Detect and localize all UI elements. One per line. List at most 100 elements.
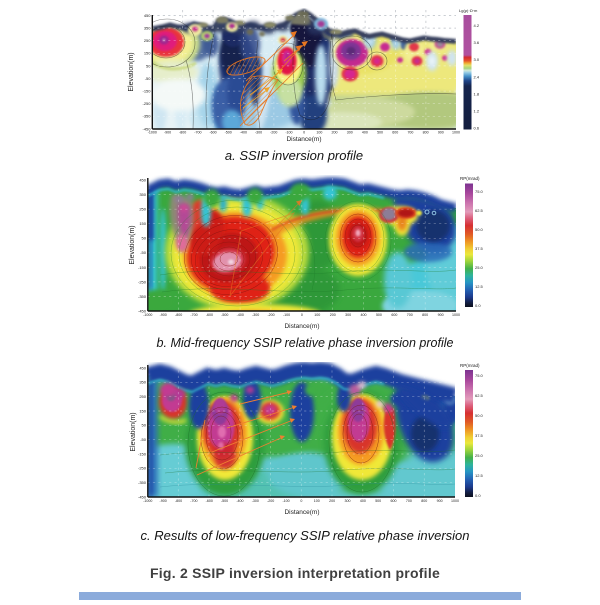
svg-text:Distance(m): Distance(m) <box>284 323 319 330</box>
svg-text:200: 200 <box>332 131 338 135</box>
svg-text:350: 350 <box>144 26 151 31</box>
svg-text:12.5: 12.5 <box>475 473 484 478</box>
svg-text:-350: -350 <box>138 480 147 485</box>
svg-text:800: 800 <box>421 499 427 503</box>
svg-text:600: 600 <box>391 313 397 317</box>
svg-text:50: 50 <box>142 236 147 241</box>
svg-text:-350: -350 <box>138 294 147 299</box>
svg-text:-700: -700 <box>190 499 197 503</box>
svg-text:150: 150 <box>139 408 146 413</box>
svg-text:0.0: 0.0 <box>475 303 481 308</box>
svg-text:-800: -800 <box>179 131 186 135</box>
svg-text:0.0: 0.0 <box>475 493 481 498</box>
svg-text:400: 400 <box>362 131 368 135</box>
svg-text:-100: -100 <box>282 499 289 503</box>
svg-text:600: 600 <box>392 131 398 135</box>
svg-text:-200: -200 <box>270 131 277 135</box>
svg-text:0: 0 <box>301 313 303 317</box>
svg-text:150: 150 <box>139 221 146 226</box>
svg-text:4.2: 4.2 <box>474 23 480 28</box>
svg-text:450: 450 <box>139 177 146 182</box>
svg-text:0.6: 0.6 <box>474 126 480 131</box>
svg-text:2.4: 2.4 <box>474 74 480 79</box>
svg-text:-250: -250 <box>138 466 147 471</box>
svg-text:700: 700 <box>407 313 413 317</box>
svg-text:-500: -500 <box>225 131 232 135</box>
svg-text:900: 900 <box>437 499 443 503</box>
svg-text:250: 250 <box>144 38 151 43</box>
svg-text:-50: -50 <box>140 437 147 442</box>
svg-text:150: 150 <box>144 51 151 56</box>
svg-text:-500: -500 <box>221 499 228 503</box>
svg-text:200: 200 <box>329 499 335 503</box>
svg-text:100: 100 <box>316 131 322 135</box>
svg-text:-300: -300 <box>252 313 259 317</box>
svg-text:-450: -450 <box>138 308 147 313</box>
svg-text:12.5: 12.5 <box>475 284 484 289</box>
svg-text:-1000: -1000 <box>143 313 152 317</box>
svg-text:500: 500 <box>377 131 383 135</box>
svg-text:300: 300 <box>347 131 353 135</box>
svg-text:-800: -800 <box>175 313 182 317</box>
svg-text:-300: -300 <box>255 131 262 135</box>
svg-text:-600: -600 <box>206 313 213 317</box>
svg-text:-350: -350 <box>142 114 151 119</box>
svg-text:25.0: 25.0 <box>475 265 484 270</box>
svg-text:1000: 1000 <box>452 313 460 317</box>
svg-text:-100: -100 <box>283 313 290 317</box>
svg-text:-400: -400 <box>240 131 247 135</box>
svg-text:Elevation(m): Elevation(m) <box>128 52 135 91</box>
svg-text:100: 100 <box>314 499 320 503</box>
svg-text:-600: -600 <box>206 499 213 503</box>
svg-text:Lg(ρ)·Ω·m: Lg(ρ)·Ω·m <box>459 8 478 13</box>
svg-text:-900: -900 <box>160 313 167 317</box>
svg-text:250: 250 <box>139 394 146 399</box>
svg-text:-800: -800 <box>175 499 182 503</box>
svg-text:-200: -200 <box>267 499 274 503</box>
svg-text:37.5: 37.5 <box>475 433 484 438</box>
svg-text:Distance(m): Distance(m) <box>286 136 321 143</box>
svg-text:-100: -100 <box>285 131 292 135</box>
svg-text:200: 200 <box>330 313 336 317</box>
svg-text:-450: -450 <box>142 126 151 131</box>
svg-text:250: 250 <box>139 207 146 212</box>
svg-text:25.0: 25.0 <box>475 453 484 458</box>
svg-text:450: 450 <box>144 13 151 18</box>
svg-text:62.5: 62.5 <box>475 208 484 213</box>
svg-text:600: 600 <box>391 499 397 503</box>
svg-text:0: 0 <box>300 499 302 503</box>
svg-text:800: 800 <box>423 131 429 135</box>
svg-text:1.8: 1.8 <box>474 91 480 96</box>
svg-text:-1000: -1000 <box>143 499 152 503</box>
svg-text:75.0: 75.0 <box>475 189 484 194</box>
svg-text:-700: -700 <box>194 131 201 135</box>
svg-text:50.0: 50.0 <box>475 227 484 232</box>
svg-text:-50: -50 <box>145 76 152 81</box>
svg-text:400: 400 <box>360 499 366 503</box>
svg-text:100: 100 <box>314 313 320 317</box>
svg-text:500: 500 <box>375 499 381 503</box>
svg-text:300: 300 <box>345 313 351 317</box>
svg-text:-300: -300 <box>252 499 259 503</box>
svg-text:-500: -500 <box>221 313 228 317</box>
svg-text:50.0: 50.0 <box>475 413 484 418</box>
svg-text:RP(mrad): RP(mrad) <box>460 363 480 368</box>
svg-text:3.6: 3.6 <box>474 40 480 45</box>
svg-text:450: 450 <box>139 365 146 370</box>
svg-text:350: 350 <box>139 380 146 385</box>
svg-text:0: 0 <box>303 131 305 135</box>
svg-text:RP(mrad): RP(mrad) <box>460 176 480 181</box>
svg-text:-150: -150 <box>138 265 147 270</box>
svg-text:-700: -700 <box>190 313 197 317</box>
svg-text:-400: -400 <box>236 499 243 503</box>
svg-text:-450: -450 <box>138 494 147 499</box>
svg-text:-900: -900 <box>164 131 171 135</box>
svg-text:-400: -400 <box>237 313 244 317</box>
svg-text:300: 300 <box>344 499 350 503</box>
svg-text:1000: 1000 <box>452 131 460 135</box>
svg-text:3.0: 3.0 <box>474 57 480 62</box>
svg-text:-200: -200 <box>267 313 274 317</box>
svg-text:350: 350 <box>139 192 146 197</box>
svg-text:400: 400 <box>361 313 367 317</box>
svg-text:-50: -50 <box>140 250 147 255</box>
